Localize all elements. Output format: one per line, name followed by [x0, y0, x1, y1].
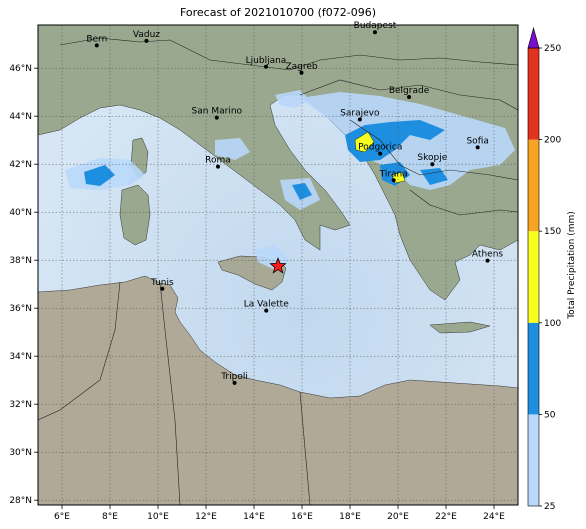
lon-tick-label: 22°E: [435, 512, 457, 522]
city-dot: [94, 43, 99, 48]
lon-tick-label: 16°E: [291, 512, 313, 522]
colorbar-label: Total Precipitation (mm): [567, 211, 577, 320]
colorbar-segment: [528, 139, 539, 232]
city-label: Budapest: [354, 21, 397, 31]
lat-tick-label: 40°N: [9, 208, 32, 218]
city-label: La Valette: [244, 300, 289, 310]
colorbar-tick-label: 200: [544, 136, 561, 146]
lat-tick-label: 42°N: [9, 160, 32, 170]
city-dot: [160, 286, 165, 291]
lat-tick-label: 34°N: [9, 352, 32, 362]
city-dot: [357, 117, 362, 122]
crete-land: [429, 321, 491, 334]
map-title: Forecast of 2021010700 (f072-096): [179, 6, 377, 19]
country-borders: [38, 37, 518, 505]
city-dot: [264, 308, 269, 313]
city-dot: [214, 115, 219, 120]
colorbar-extend-arrow: [527, 26, 540, 49]
city-label: Sofia: [466, 136, 488, 146]
latitude-ticks: 28°N 30°N 32°N 34°N 36°N 38°N 40°N 42°N 44°N 46°N: [9, 64, 38, 506]
city-label: San Marino: [192, 107, 243, 117]
city-label: Vaduz: [133, 30, 160, 40]
map-gridlines: [38, 25, 518, 505]
city-dot: [475, 145, 480, 150]
city-dot: [216, 164, 220, 169]
lat-tick-label: 46°N: [9, 64, 32, 74]
map-frame: [37, 24, 519, 506]
city-label: Tunis: [150, 278, 174, 288]
city-dot: [372, 30, 377, 35]
city-label: Podgorica: [358, 143, 402, 153]
lon-tick-label: 20°E: [387, 512, 409, 522]
sardinia-land: [119, 184, 151, 246]
lon-tick-label: 18°E: [339, 512, 361, 522]
city-label: Skopje: [417, 153, 447, 163]
city-dot: [264, 64, 268, 69]
lat-tick-label: 38°N: [9, 256, 32, 266]
city-label: Zagreb: [285, 62, 317, 72]
europe-land: [38, 25, 518, 301]
city-dot: [378, 151, 383, 156]
city-label: Belgrade: [389, 86, 430, 96]
lat-tick-label: 44°N: [9, 112, 32, 122]
city-label: Roma: [205, 156, 231, 166]
city-label: Athens: [472, 250, 503, 260]
lat-tick-label: 32°N: [9, 400, 32, 410]
colorbar-segment: [528, 322, 539, 415]
city-dot: [391, 178, 396, 183]
colorbar: 25 50 100 150 200 250: [527, 26, 561, 512]
city-label: Sarajevo: [340, 109, 380, 119]
longitude-ticks: 6°E 8°E 10°E 12°E 14°E 16°E 18°E 20°E 22°E 24°E: [54, 505, 505, 522]
lon-tick-label: 14°E: [243, 512, 265, 522]
city-dot: [299, 70, 304, 75]
colorbar-tick-label: 100: [544, 319, 561, 329]
lon-tick-label: 8°E: [102, 512, 118, 522]
city-label: Tripoli: [220, 372, 248, 382]
city-dot: [144, 38, 149, 43]
lon-tick-label: 6°E: [54, 512, 70, 522]
colorbar-segment: [528, 414, 539, 506]
lat-tick-label: 30°N: [9, 448, 32, 458]
colorbar-segment: [528, 231, 539, 323]
lat-tick-label: 28°N: [9, 496, 32, 506]
colorbar-frame: [527, 47, 540, 507]
red-star-marker[interactable]: [269, 257, 287, 274]
city-label: Ljubljana: [246, 56, 287, 66]
city-dot: [407, 95, 412, 99]
city-label: Tirana: [379, 169, 408, 179]
city-dot: [430, 162, 435, 167]
precip-50-100: [84, 120, 448, 200]
lon-tick-label: 12°E: [195, 512, 217, 522]
lon-tick-label: 24°E: [483, 512, 505, 522]
lat-tick-label: 36°N: [9, 304, 32, 314]
lon-tick-label: 10°E: [147, 512, 169, 522]
city-dot: [232, 380, 237, 385]
colorbar-tick-label: 50: [544, 410, 556, 420]
colorbar-tick-label: 250: [544, 44, 561, 54]
colorbar-tick-label: 25: [544, 502, 555, 512]
city-dot: [485, 258, 490, 263]
colorbar-tick-label: 150: [544, 227, 561, 237]
city-label: Bern: [86, 34, 107, 44]
colorbar-segment: [528, 48, 539, 140]
